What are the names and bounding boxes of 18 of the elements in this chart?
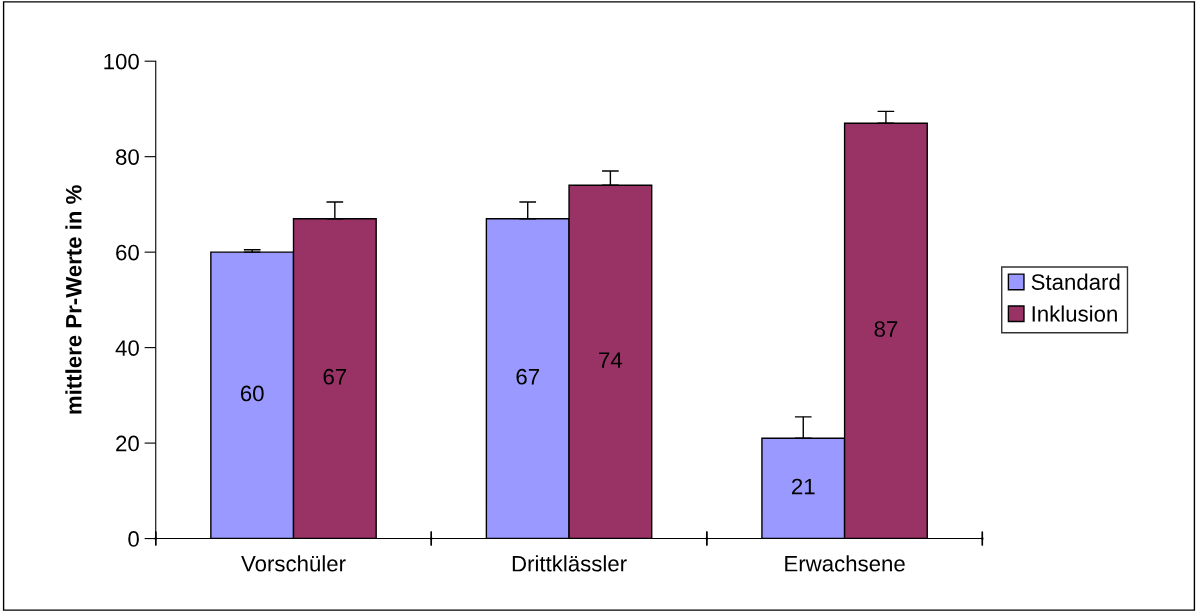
x-tick-label: Erwachsene <box>785 555 905 572</box>
y-tick-label: 0 <box>128 531 139 547</box>
legend-label: Standard <box>1031 273 1120 290</box>
data-label: 67 <box>323 368 347 385</box>
x-tick-label: Vorschüler <box>241 555 346 572</box>
data-label: 21 <box>792 478 815 495</box>
legend-label: Inklusion <box>1032 305 1117 322</box>
y-tick-label: 60 <box>116 244 139 261</box>
y-tick-label: 40 <box>115 340 139 356</box>
data-label: 60 <box>240 385 264 402</box>
y-axis-title: mittlere Pr-Werte in % <box>65 185 82 414</box>
x-tick-label: Drittklässler <box>512 555 627 572</box>
data-label: 67 <box>516 368 539 385</box>
y-tick-label: 80 <box>116 149 139 165</box>
data-label: 74 <box>599 352 623 368</box>
y-tick-label: 100 <box>104 53 139 70</box>
y-tick-label: 20 <box>116 435 139 452</box>
data-label: 87 <box>874 321 898 337</box>
